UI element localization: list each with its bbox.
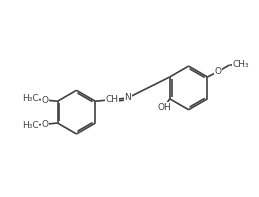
Text: O: O xyxy=(215,67,222,76)
Text: O: O xyxy=(41,96,48,105)
Text: O: O xyxy=(41,120,48,129)
Text: CH: CH xyxy=(105,95,119,104)
Text: H₃C: H₃C xyxy=(22,94,39,103)
Text: OH: OH xyxy=(157,103,171,112)
Text: CH₃: CH₃ xyxy=(233,60,249,69)
Text: H₃C: H₃C xyxy=(22,121,39,130)
Text: N: N xyxy=(124,93,131,102)
